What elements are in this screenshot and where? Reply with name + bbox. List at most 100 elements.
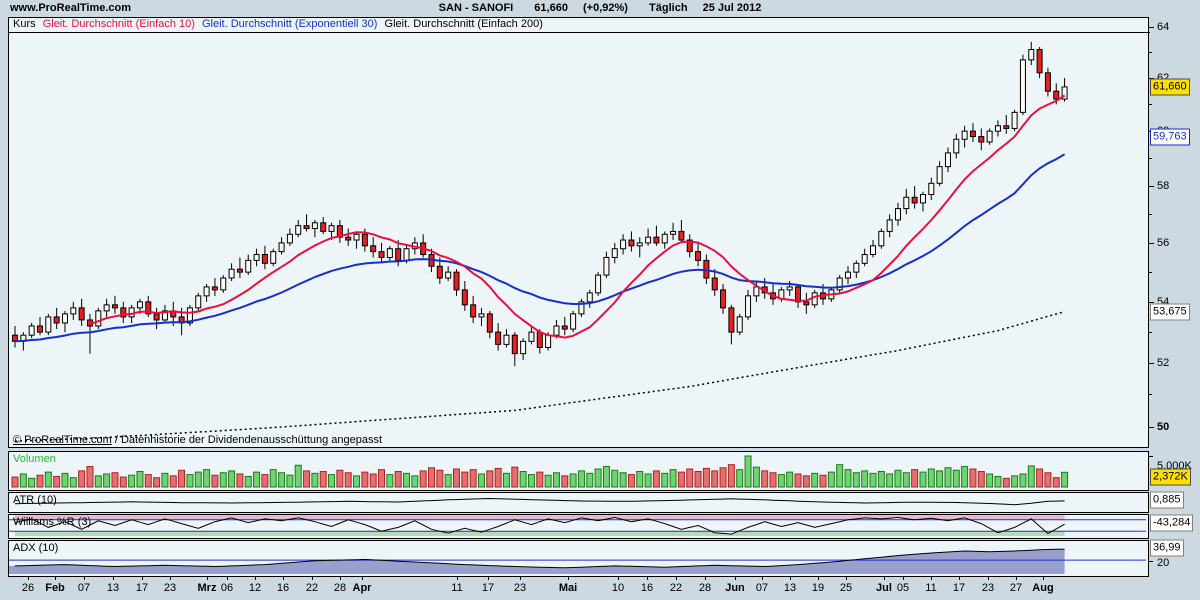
time-axis-tick — [676, 577, 677, 580]
time-axis-label: 23 — [513, 582, 527, 594]
time-axis-tick — [903, 577, 904, 580]
time-axis-tick — [618, 577, 619, 580]
adx-label: ADX (10) — [13, 542, 59, 554]
time-axis-label: 07 — [755, 582, 769, 594]
axis-tick — [1149, 332, 1152, 333]
williams-value-badge: -43,284 — [1150, 514, 1194, 532]
time-axis-label: 06 — [220, 582, 234, 594]
time-axis-label: 27 — [1009, 582, 1023, 594]
time-axis-tick — [255, 577, 256, 580]
time-axis-label: 28 — [698, 582, 712, 594]
axis-tick — [1149, 243, 1154, 244]
time-axis-label: 07 — [77, 582, 91, 594]
axis-tick — [1149, 52, 1152, 53]
volume-panel[interactable]: Volumen — [8, 451, 1149, 491]
time-axis-label: 11 — [925, 582, 937, 594]
time-axis-tick — [959, 577, 960, 580]
chart-title: SAN - SANOFI 61,660 (+0,92%) Täglich 25 … — [0, 2, 1200, 14]
chart-legend: Kurs Gleit. Durchschnitt (Einfach 10) Gl… — [9, 18, 1150, 33]
prorealtime-site-link[interactable]: www.ProRealTime.com — [10, 2, 132, 14]
time-axis-label: 16 — [276, 582, 290, 594]
time-axis-label: 22 — [669, 582, 683, 594]
volume-last-badge: 2,372K — [1150, 468, 1191, 486]
time-axis-label: Mrz — [197, 582, 217, 594]
time-axis-tick — [931, 577, 932, 580]
time-axis-label: 05 — [896, 582, 910, 594]
time-axis-label: 12 — [248, 582, 262, 594]
price-tick-label: 58 — [1157, 180, 1170, 192]
time-axis-tick — [113, 577, 114, 580]
time-axis-tick — [647, 577, 648, 580]
time-axis-tick — [207, 577, 208, 580]
time-axis-tick — [1043, 577, 1044, 580]
ema30-value-badge: 59,763 — [1150, 128, 1190, 146]
axis-tick — [1149, 456, 1153, 457]
time-axis-tick — [762, 577, 763, 580]
axis-tick — [1149, 27, 1154, 28]
price-tick-label: 52 — [1157, 357, 1170, 369]
adx-panel[interactable]: ADX (10) — [8, 540, 1149, 577]
adx-value-badge: 36,99 — [1150, 539, 1184, 557]
legend-ma10: Gleit. Durchschnitt (Einfach 10) — [42, 18, 195, 30]
time-axis-tick — [28, 577, 29, 580]
date-label: 25 Jul 2012 — [702, 2, 762, 14]
legend-kurs: Kurs — [13, 18, 36, 30]
time-axis-tick — [362, 577, 363, 580]
copyright-link[interactable]: © ProRealTime.com — [13, 434, 112, 446]
top-bar: www.ProRealTime.com SAN - SANOFI 61,660 … — [0, 0, 1200, 16]
time-axis-tick — [988, 577, 989, 580]
axis-tick — [1149, 363, 1154, 364]
time-axis-tick — [520, 577, 521, 580]
williams-label: Williams %R (3) — [13, 516, 92, 528]
price-tick-label: 56 — [1157, 237, 1170, 249]
instrument-symbol: SAN - SANOFI — [438, 2, 514, 14]
time-axis: 26 Feb 07 13 17 23 Mrz 06 12 16 22 28 Apr 11 17 23 Mai 10… — [0, 577, 1200, 600]
time-axis-label: Jun — [725, 582, 745, 594]
atr-panel[interactable]: ATR (10) — [8, 492, 1149, 513]
adx-area — [9, 548, 1146, 574]
time-axis-tick — [818, 577, 819, 580]
volume-bars — [11, 455, 1069, 488]
time-axis-label: 23 — [163, 582, 177, 594]
time-axis-tick — [170, 577, 171, 580]
time-axis-tick — [283, 577, 284, 580]
axis-tick — [1149, 302, 1154, 303]
time-axis-tick — [312, 577, 313, 580]
axis-tick — [1149, 427, 1154, 428]
time-axis-label: 23 — [981, 582, 995, 594]
atr-line — [14, 497, 1065, 506]
time-axis-tick — [705, 577, 706, 580]
time-axis-label: 16 — [640, 582, 654, 594]
williams-panel[interactable]: Williams %R (3) — [8, 514, 1149, 539]
timeframe-label: Täglich — [649, 2, 688, 14]
time-axis-label: 13 — [783, 582, 797, 594]
time-axis-label: 25 — [839, 582, 853, 594]
volume-label: Volumen — [13, 453, 56, 465]
adx-axis-20: 20 — [1157, 557, 1170, 569]
time-axis-tick — [84, 577, 85, 580]
time-axis-label: Aug — [1032, 582, 1054, 594]
time-axis-tick — [488, 577, 489, 580]
last-price-badge: 61,660 — [1150, 78, 1190, 96]
time-axis-tick — [790, 577, 791, 580]
time-axis-label: 10 — [611, 582, 625, 594]
time-axis-label: 17 — [135, 582, 149, 594]
price-tick-label: 64 — [1157, 21, 1170, 33]
time-axis-tick — [735, 577, 736, 580]
price-tick-label: 50 — [1157, 421, 1170, 433]
axis-tick — [1149, 214, 1152, 215]
legend-ema30: Gleit. Durchschnitt (Exponentiell 30) — [201, 18, 378, 30]
price-chart-panel[interactable]: Kurs Gleit. Durchschnitt (Einfach 10) Gl… — [8, 17, 1150, 448]
axis-tick — [1149, 394, 1152, 395]
time-axis-tick — [884, 577, 885, 580]
axis-tick — [1149, 158, 1152, 159]
time-axis-tick — [1016, 577, 1017, 580]
ma200-value-badge: 53,675 — [1150, 303, 1190, 321]
atr-value-badge: 0,885 — [1150, 491, 1184, 509]
time-axis-label: 17 — [481, 582, 495, 594]
time-axis-tick — [55, 577, 56, 580]
candlestick-chart[interactable] — [9, 18, 1146, 445]
axis-tick — [1149, 272, 1152, 273]
time-axis-label: 13 — [106, 582, 120, 594]
